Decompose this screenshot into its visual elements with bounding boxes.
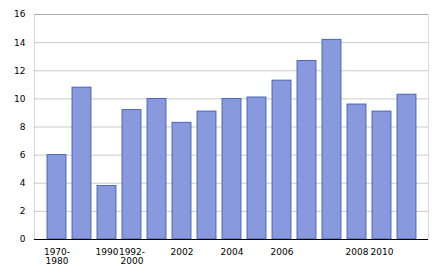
svg-text:1992-2000: 1992-2000 (119, 247, 145, 266)
svg-text:1970-1980: 1970-1980 (44, 247, 70, 266)
svg-text:0: 0 (20, 234, 26, 244)
svg-text:6: 6 (20, 150, 26, 160)
svg-text:8: 8 (20, 122, 26, 132)
svg-text:14: 14 (14, 38, 26, 48)
svg-text:2004: 2004 (221, 247, 244, 257)
svg-text:1990: 1990 (96, 247, 119, 257)
svg-text:16: 16 (14, 9, 26, 19)
svg-text:2008: 2008 (346, 247, 369, 257)
svg-text:10: 10 (14, 94, 26, 104)
svg-text:2010: 2010 (371, 247, 394, 257)
svg-text:2006: 2006 (271, 247, 294, 257)
svg-text:4: 4 (20, 178, 26, 188)
svg-text:2: 2 (20, 206, 26, 216)
svg-text:12: 12 (14, 66, 25, 76)
svg-text:2002: 2002 (171, 247, 194, 257)
